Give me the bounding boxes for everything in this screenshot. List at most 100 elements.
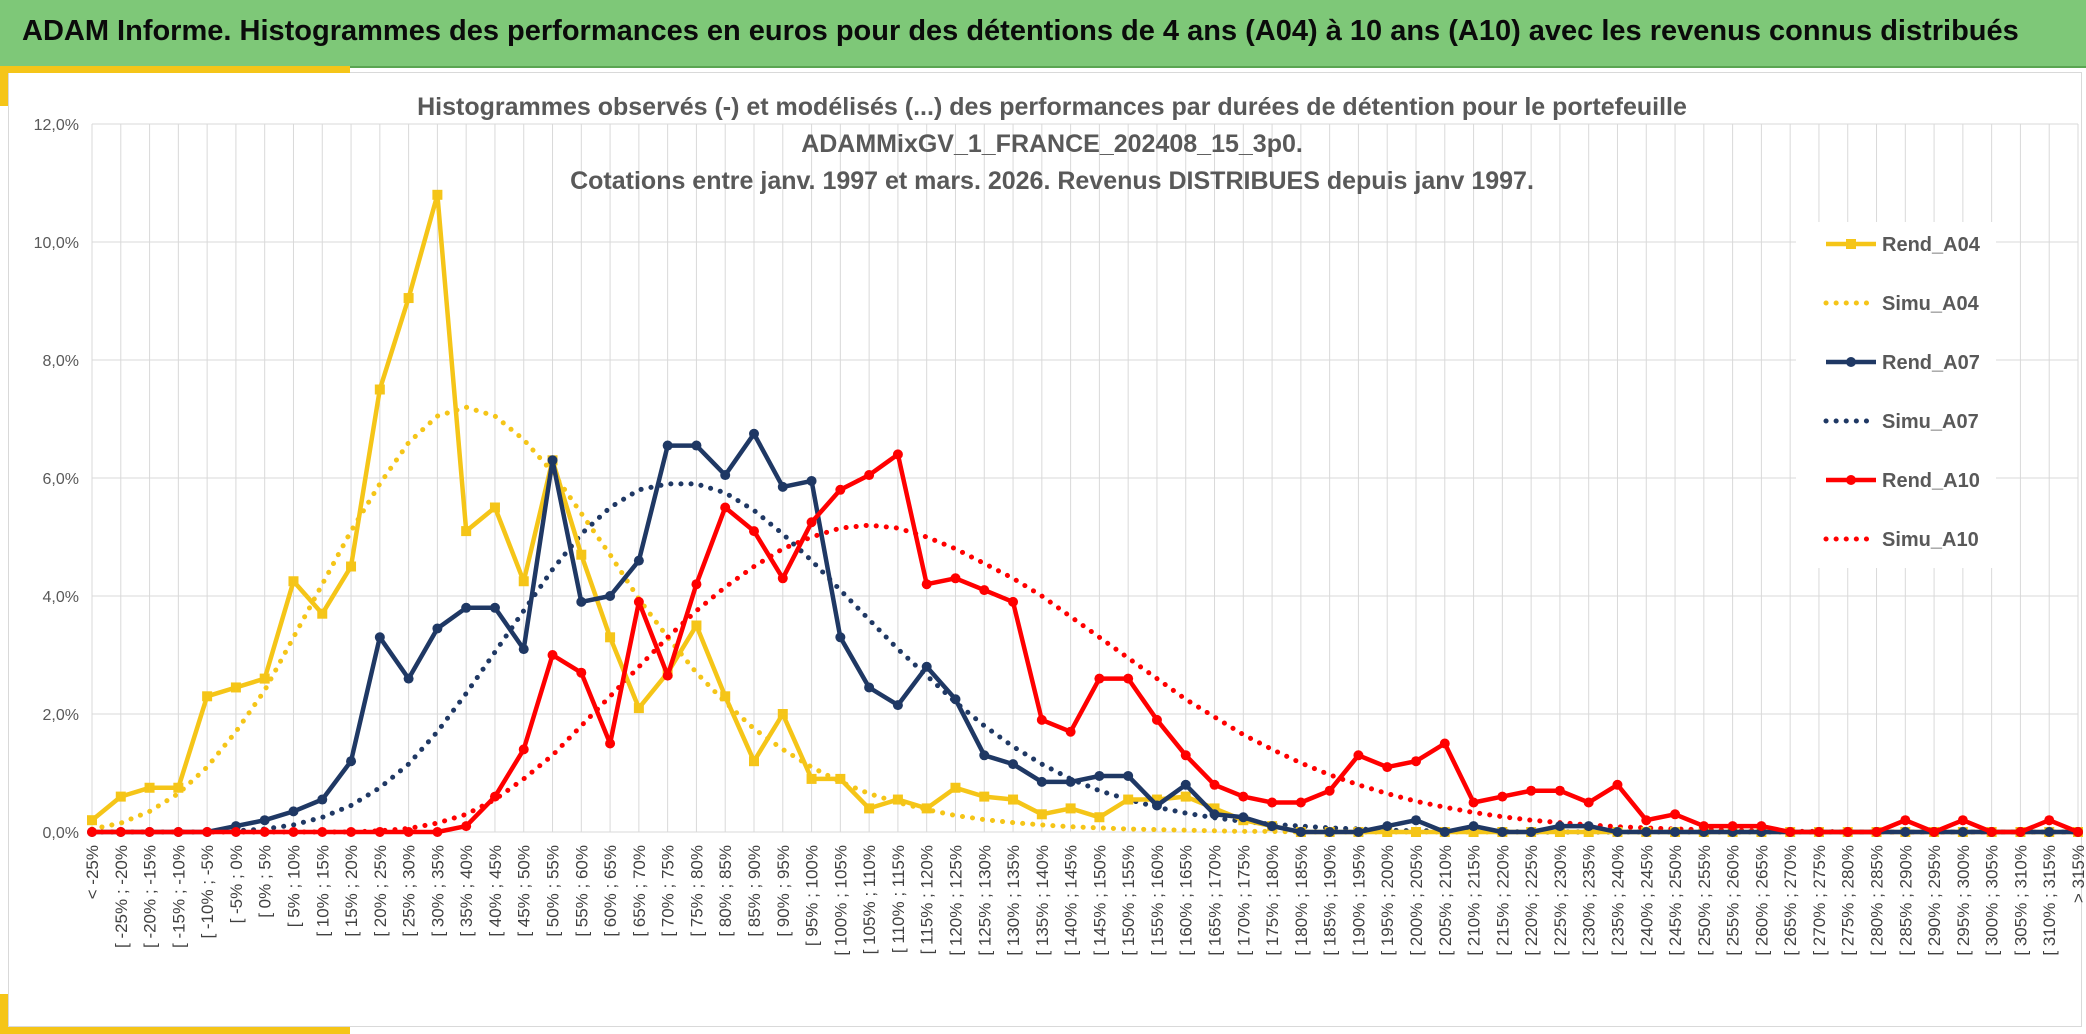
x-tick-label: [ 265% ; 270% bbox=[1781, 845, 1800, 956]
data-point bbox=[489, 602, 500, 613]
x-tick-label: [ 0% ; 5% bbox=[256, 845, 275, 918]
data-point bbox=[835, 632, 846, 643]
series-rend-a04 bbox=[87, 189, 2083, 837]
series-line bbox=[89, 404, 2081, 835]
data-point bbox=[605, 591, 616, 601]
data-point bbox=[2044, 827, 2055, 837]
data-point bbox=[346, 561, 357, 572]
report-banner: ADAM Informe. Histogrammes des performan… bbox=[0, 0, 2086, 68]
data-point bbox=[864, 803, 875, 814]
data-point bbox=[317, 794, 328, 805]
data-point bbox=[979, 750, 990, 761]
x-tick-label: [ 55% ; 60% bbox=[572, 845, 591, 937]
x-tick-label: [ 205% ; 210% bbox=[1436, 845, 1455, 956]
legend-label: Simu_A10 bbox=[1882, 529, 1979, 551]
report-title: ADAM Informe. Histogrammes des performan… bbox=[22, 15, 2019, 47]
x-tick-label: [ 245% ; 250% bbox=[1666, 845, 1685, 956]
data-point bbox=[288, 576, 299, 587]
data-point bbox=[633, 703, 644, 714]
x-tick-label: [ 20% ; 25% bbox=[371, 845, 390, 937]
x-tick-label: [ 260% ; 265% bbox=[1752, 845, 1771, 956]
y-tick-label: 8,0% bbox=[43, 353, 79, 370]
x-tick-label: [ 45% ; 50% bbox=[515, 845, 534, 937]
x-tick-label: [ 185% ; 190% bbox=[1321, 845, 1340, 956]
series-line bbox=[92, 452, 2079, 835]
chart-series bbox=[87, 189, 2083, 837]
data-point bbox=[202, 827, 213, 837]
series-line bbox=[92, 431, 2078, 835]
legend-background bbox=[1796, 222, 1996, 568]
data-point bbox=[1468, 797, 1479, 808]
x-tick-label: [ 220% ; 225% bbox=[1522, 845, 1541, 956]
x-tick-label: [ 135% ; 140% bbox=[1033, 845, 1052, 956]
data-point bbox=[2044, 815, 2055, 826]
legend-label: Simu_A07 bbox=[1882, 411, 1979, 433]
legend-marker bbox=[1846, 357, 1856, 367]
data-point bbox=[173, 782, 184, 793]
data-point bbox=[1583, 797, 1594, 808]
data-point bbox=[1583, 821, 1594, 832]
data-point bbox=[1036, 714, 1047, 725]
x-tick-label: [ 90% ; 95% bbox=[774, 845, 793, 937]
x-tick-label: [ 130% ; 135% bbox=[1004, 845, 1023, 956]
data-point bbox=[1382, 821, 1393, 832]
data-point bbox=[921, 579, 932, 590]
data-point bbox=[547, 455, 558, 466]
x-tick-label: [ 75% ; 80% bbox=[687, 845, 706, 937]
x-tick-label: [ 295% ; 300% bbox=[1954, 845, 1973, 956]
data-point bbox=[1957, 827, 1968, 837]
data-point bbox=[1497, 791, 1508, 802]
data-point bbox=[518, 576, 529, 587]
x-tick-label: [ 230% ; 235% bbox=[1580, 845, 1599, 956]
data-point bbox=[1123, 794, 1134, 805]
x-tick-label: [ -25% ; -20% bbox=[112, 845, 131, 948]
data-point bbox=[1842, 827, 1853, 837]
data-point bbox=[1065, 803, 1076, 814]
x-tick-label: [ 120% ; 125% bbox=[946, 845, 965, 956]
accent-corner-top-side bbox=[0, 66, 8, 106]
data-point bbox=[1670, 827, 1681, 837]
x-tick-label: [ -15% ; -10% bbox=[169, 845, 188, 948]
data-point bbox=[461, 821, 472, 832]
data-point bbox=[605, 738, 616, 749]
y-tick-label: 12,0% bbox=[34, 117, 79, 134]
y-tick-label: 2,0% bbox=[43, 707, 79, 724]
data-point bbox=[1180, 791, 1191, 802]
data-point bbox=[1065, 726, 1076, 737]
data-point bbox=[144, 827, 155, 837]
data-point bbox=[1094, 673, 1105, 684]
x-tick-label: [ 300% ; 305% bbox=[1983, 845, 2002, 956]
data-point bbox=[633, 596, 644, 607]
series-rend-a10 bbox=[87, 449, 2083, 837]
data-point bbox=[1727, 821, 1738, 832]
data-point bbox=[1267, 797, 1278, 808]
accent-corner-top bbox=[0, 66, 350, 73]
data-point bbox=[1267, 821, 1278, 832]
data-point bbox=[1353, 827, 1364, 837]
series-line bbox=[89, 481, 2081, 835]
data-point bbox=[777, 481, 788, 492]
data-point bbox=[1094, 770, 1105, 781]
data-point bbox=[835, 484, 846, 495]
data-point bbox=[1468, 821, 1479, 832]
x-tick-label: [ 225% ; 230% bbox=[1551, 845, 1570, 956]
data-point bbox=[1785, 827, 1796, 837]
data-point bbox=[489, 502, 500, 513]
data-point bbox=[892, 449, 903, 460]
data-point bbox=[576, 549, 587, 560]
data-point bbox=[1641, 827, 1652, 837]
data-point bbox=[346, 827, 357, 837]
legend-marker bbox=[1846, 475, 1856, 485]
data-point bbox=[1238, 812, 1249, 823]
x-tick-label: < -25% bbox=[83, 845, 102, 899]
data-point bbox=[1957, 815, 1968, 826]
legend-label: Rend_A04 bbox=[1882, 234, 1981, 256]
data-point bbox=[461, 602, 472, 613]
x-tick-label: [ -20% ; -15% bbox=[141, 845, 160, 948]
chart-title-line-1: Histogrammes observés (-) et modélisés (… bbox=[417, 93, 1687, 121]
chart-title-line-2: ADAMMixGV_1_FRANCE_202408_15_3p0. bbox=[801, 130, 1303, 158]
data-point bbox=[1094, 812, 1105, 823]
data-point bbox=[1526, 785, 1537, 796]
data-point bbox=[1180, 750, 1191, 761]
